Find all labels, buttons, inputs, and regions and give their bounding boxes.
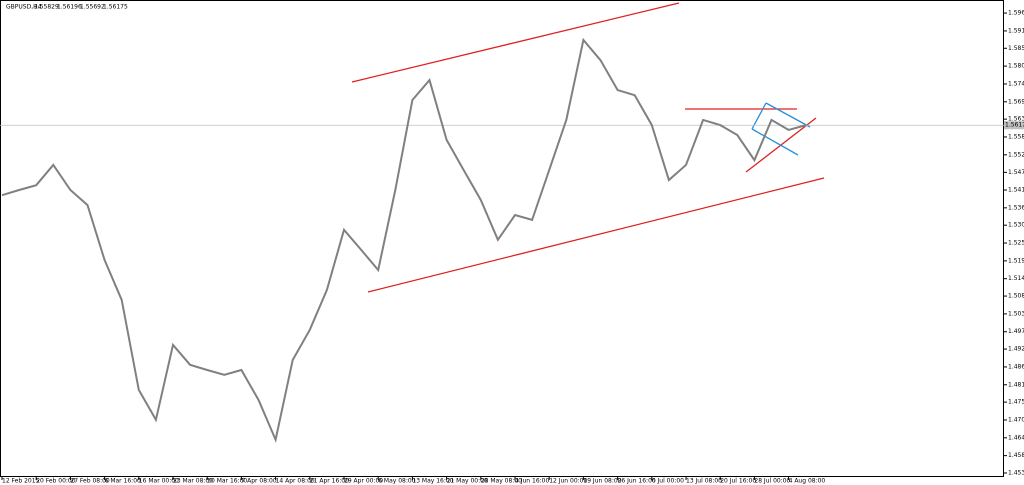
- y-tick-label: 1.56905: [1008, 98, 1024, 105]
- x-tick-label: 27 Feb 08:00: [70, 478, 110, 485]
- x-tick-label: 14 Apr 08:00: [276, 478, 315, 485]
- x-tick-label: 4 Aug 08:00: [789, 478, 826, 485]
- x-tick-label: 26 Jun 16:00: [618, 478, 656, 485]
- chart-symbol: GBPUSD,H4: [6, 4, 42, 11]
- x-tick-label: 28 Jul 00:00: [754, 478, 790, 485]
- y-tick-label: 1.59665: [1008, 10, 1024, 17]
- ohlc-value: 1.55692: [80, 4, 105, 11]
- x-tick-label: 12 Feb 2015: [2, 478, 40, 485]
- ohlc-value: 1.56196: [57, 4, 82, 11]
- y-tick-label: 1.51955: [1008, 257, 1024, 264]
- x-tick-label: 20 Feb 00:00: [36, 478, 76, 485]
- y-tick-label: 1.49210: [1008, 346, 1024, 353]
- ohlc-value: 1.56175: [103, 4, 128, 11]
- y-tick-label: 1.45895: [1008, 452, 1024, 459]
- current-price-box: [1004, 121, 1024, 130]
- x-tick-label: 29 Apr 00:00: [344, 478, 383, 485]
- channel-top: [351, 2, 680, 83]
- x-tick-label: 19 Jun 08:00: [583, 478, 621, 485]
- x-tick-label: 20 Jul 16:00: [720, 478, 756, 485]
- y-tick-label: 1.48655: [1008, 363, 1024, 370]
- y-tick-label: 1.52510: [1008, 240, 1024, 247]
- y-tick-label: 1.53605: [1008, 204, 1024, 211]
- flag-pole: [751, 102, 767, 130]
- flag-top: [765, 102, 811, 128]
- y-tick-label: 1.57460: [1008, 80, 1024, 87]
- x-tick-label: 6 May 08:00: [378, 478, 416, 485]
- x-tick-label: 21 May 00:00: [447, 478, 488, 485]
- x-tick-label: 30 Mar 16:00: [207, 478, 247, 485]
- y-tick-label: 1.55255: [1008, 151, 1024, 158]
- x-tick-label: 13 May 16:00: [412, 478, 453, 485]
- y-tick-label: 1.53065: [1008, 222, 1024, 229]
- x-tick-label: 6 Mar 16:00: [105, 478, 141, 485]
- y-tick-label: 1.50860: [1008, 293, 1024, 300]
- x-tick-label: 23 Mar 08:00: [173, 478, 213, 485]
- y-tick-label: 1.58015: [1008, 63, 1024, 70]
- x-tick-label: 4 Jun 16:00: [515, 478, 549, 485]
- x-tick-label: 21 Apr 16:00: [310, 478, 349, 485]
- y-tick-label: 1.47005: [1008, 416, 1024, 423]
- x-tick-label: 28 May 08:00: [481, 478, 522, 485]
- y-tick-label: 1.51400: [1008, 275, 1024, 282]
- y-tick-label: 1.49750: [1008, 328, 1024, 335]
- channel-bottom: [367, 177, 825, 293]
- x-tick-label: 12 Jun 00:00: [549, 478, 587, 485]
- y-tick-label: 1.54160: [1008, 187, 1024, 194]
- y-tick-label: 1.56365: [1008, 116, 1024, 123]
- x-tick-label: 16 Mar 00:00: [139, 478, 179, 485]
- y-tick-label: 1.54710: [1008, 169, 1024, 176]
- y-tick-label: 1.59110: [1008, 27, 1024, 34]
- flag-bottom: [751, 128, 799, 156]
- y-tick-label: 1.50305: [1008, 310, 1024, 317]
- flag: [751, 102, 811, 156]
- y-tick-label: 1.55810: [1008, 133, 1024, 140]
- y-tick-label: 1.46450: [1008, 434, 1024, 441]
- x-tick-label: 7 Apr 08:00: [241, 478, 276, 485]
- y-tick-label: 1.45355: [1008, 469, 1024, 476]
- current-price-label: 1.56175: [1005, 122, 1024, 129]
- ohlc-value: 1.55829: [34, 4, 59, 11]
- price-line: [1, 37, 806, 443]
- y-tick-label: 1.48100: [1008, 381, 1024, 388]
- plot-frame: [0, 0, 1004, 477]
- y-tick-label: 1.58570: [1008, 45, 1024, 52]
- y-tick-label: 1.47560: [1008, 399, 1024, 406]
- x-tick-label: 13 Jul 08:00: [686, 478, 722, 485]
- x-tick-label: 6 Jul 00:00: [652, 478, 684, 485]
